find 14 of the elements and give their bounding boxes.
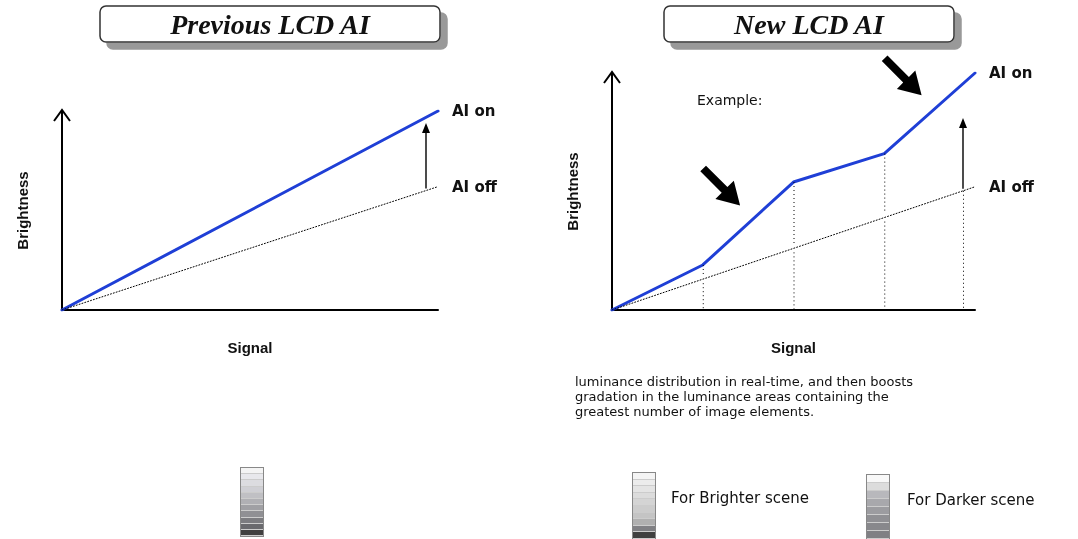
x-axis-title: Signal bbox=[227, 339, 273, 356]
text: luminance distribution in real-time, and then boosts gradation in the luminance areas containing the greatest number of image elements. bbox=[575, 374, 914, 420]
text: For Darker scene bbox=[907, 491, 1035, 510]
text: For Brighter scene bbox=[671, 489, 809, 508]
chart-title: New LCD AI bbox=[733, 8, 886, 40]
series-label: AI on bbox=[989, 64, 1033, 82]
y-axis-title: Brightness bbox=[14, 171, 31, 250]
series-label: AI off bbox=[452, 177, 498, 196]
x-axis-title: Signal bbox=[770, 339, 817, 356]
chart-title: Previous LCD AI bbox=[169, 8, 371, 40]
series-label: AI off bbox=[989, 177, 1035, 196]
annotation: Example: bbox=[697, 92, 763, 109]
series-label: AI on bbox=[452, 102, 496, 120]
y-axis-title: Brightness bbox=[564, 152, 581, 231]
